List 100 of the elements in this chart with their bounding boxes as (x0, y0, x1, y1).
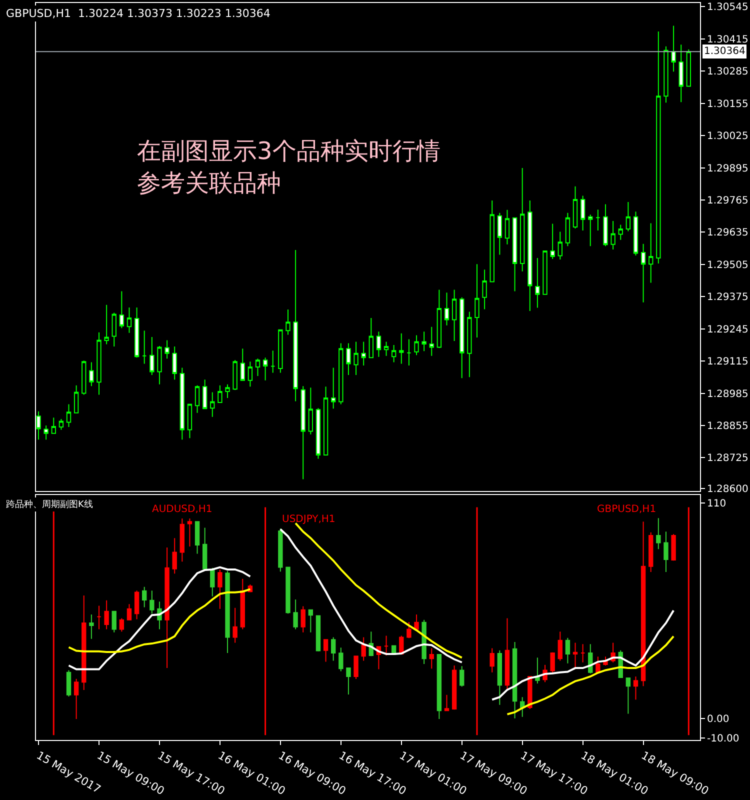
series-label: USDJPY,H1 (282, 514, 336, 525)
ref-line-label: 1.30364 (704, 46, 746, 57)
candlestick (74, 384, 79, 414)
y-tick-label: 1.29765 (707, 196, 748, 206)
y-tick-label: 1.29895 (707, 163, 748, 174)
candlestick (142, 330, 147, 364)
candlestick (96, 332, 102, 396)
candlestick (308, 609, 314, 633)
candlestick (436, 289, 442, 348)
candlestick (218, 568, 222, 610)
candlestick (316, 615, 321, 652)
candlestick (610, 220, 616, 250)
candlestick (429, 326, 434, 356)
candlestick (648, 222, 654, 284)
candlestick (580, 195, 586, 231)
candlestick (300, 386, 306, 480)
candlestick (558, 631, 562, 662)
candlestick (278, 329, 283, 374)
candlestick (596, 656, 600, 674)
candlestick (490, 648, 494, 673)
candlestick (164, 340, 170, 360)
candlestick (218, 384, 222, 403)
y-tick-label: 1.28985 (707, 388, 748, 400)
candlestick (384, 341, 389, 356)
candlestick (300, 606, 306, 633)
text: 跨品种、周期副图K线 (6, 499, 93, 510)
candlestick (482, 269, 487, 310)
candlestick (172, 346, 177, 380)
candlestick (504, 209, 510, 245)
candlestick (626, 201, 631, 232)
chart-title: GBPUSD,H1 1.30224 1.30373 1.30223 1.30364 (6, 7, 270, 20)
y-tick-label: 110 (707, 498, 726, 510)
y-tick-label: 1.28600 (707, 484, 748, 496)
candlestick (112, 312, 116, 347)
candlestick (202, 379, 208, 410)
candlestick (248, 361, 253, 388)
candlestick (134, 590, 140, 620)
candlestick (399, 332, 404, 364)
candlestick (278, 528, 283, 572)
line-series (68, 566, 252, 670)
candlestick (180, 367, 185, 440)
candlestick (664, 46, 668, 104)
candlestick (664, 531, 668, 573)
y-tick-label: 1.30415 (707, 34, 748, 46)
candlestick (354, 341, 358, 376)
annotation: 在副图显示3个品种实时行情 (137, 137, 440, 165)
candlestick (150, 336, 154, 376)
candlestick (528, 200, 532, 312)
candlestick (452, 665, 457, 710)
candlestick (467, 311, 472, 378)
candlestick (406, 621, 412, 639)
y-tick-label: 1.29505 (707, 260, 748, 271)
y-tick-label: 1.28855 (707, 421, 748, 432)
candlestick (194, 384, 200, 414)
candlestick (338, 342, 344, 405)
candlestick (436, 654, 442, 720)
candlestick (391, 344, 396, 363)
candlestick (603, 204, 608, 247)
candlestick (134, 307, 140, 358)
candlestick (96, 605, 102, 630)
candlestick (316, 408, 321, 460)
candlestick (656, 518, 661, 550)
candlestick (104, 304, 109, 345)
candlestick (678, 44, 684, 103)
candlestick (104, 600, 109, 630)
y-tick-label: 1.29375 (707, 292, 748, 304)
candlestick (82, 360, 86, 396)
candlestick (240, 578, 245, 630)
candlestick (232, 360, 238, 391)
y-tick-label: 1.30545 (707, 2, 748, 14)
line-series (491, 609, 675, 701)
candlestick (618, 224, 623, 240)
candlestick (588, 214, 593, 247)
candlestick (119, 618, 124, 632)
candlestick (164, 547, 170, 669)
candlestick (331, 367, 336, 410)
candlestick (126, 307, 132, 334)
candlestick (262, 357, 268, 381)
candlestick (452, 289, 457, 342)
candlestick (384, 635, 389, 656)
candlestick (588, 644, 593, 674)
candlestick (368, 317, 374, 358)
candlestick (225, 570, 230, 654)
candlestick (640, 521, 646, 687)
candlestick (82, 595, 86, 691)
candlestick (346, 342, 351, 376)
candlestick (596, 209, 600, 231)
candlestick (558, 231, 562, 260)
candlestick (414, 334, 419, 356)
y-tick-label: 1.30155 (707, 98, 748, 110)
candlestick (520, 696, 525, 718)
candlestick (512, 217, 518, 292)
candlestick (572, 186, 578, 229)
candlestick (361, 636, 366, 662)
candlestick (225, 384, 230, 398)
candlestick (361, 341, 366, 366)
candlestick (497, 650, 502, 706)
candlestick (286, 309, 290, 336)
candlestick (633, 211, 638, 256)
candlestick (520, 168, 525, 272)
